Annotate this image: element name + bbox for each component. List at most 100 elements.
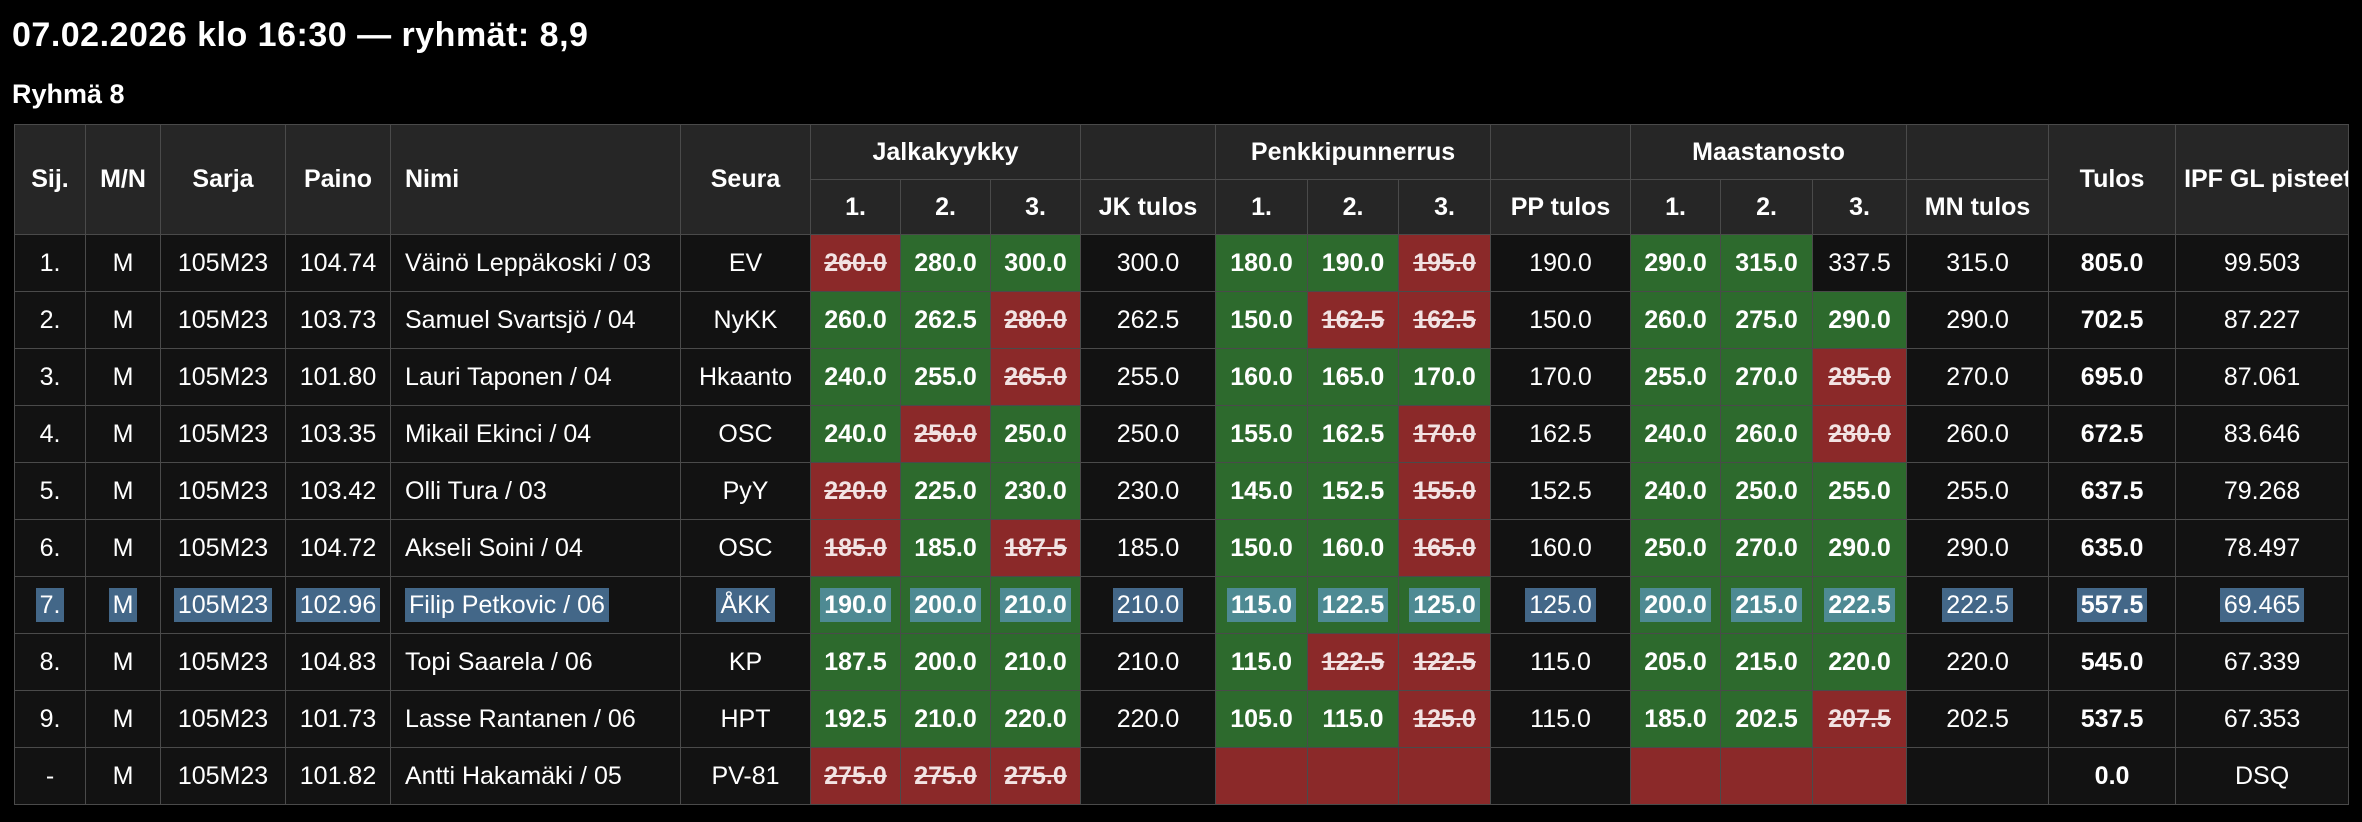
cell-club: Hkaanto bbox=[680, 348, 811, 406]
cell-total: 672.5 bbox=[2048, 405, 2177, 463]
cell-rank: 8. bbox=[14, 633, 86, 691]
deadlift-attempt-2 bbox=[1720, 747, 1814, 805]
header-spacer bbox=[1490, 124, 1632, 180]
deadlift-attempt-3: 220.0 bbox=[1812, 633, 1908, 691]
squat-attempt-3: 275.0 bbox=[990, 747, 1081, 805]
deadlift-attempt-2: 275.0 bbox=[1720, 291, 1814, 349]
table-row: 5. M 105M23 103.42 Olli Tura / 03 PyY 220.0 225… bbox=[14, 462, 2350, 520]
results-table: Sij. M/N Sarja Paino Nimi Seura Jalkakyy… bbox=[14, 124, 2350, 805]
cell-points: 83.646 bbox=[2175, 405, 2350, 463]
cell-bodyweight: 101.73 bbox=[285, 690, 391, 748]
col-header-bodyweight: Paino bbox=[285, 124, 391, 235]
col-header-deadlift-2: 2. bbox=[1720, 179, 1814, 235]
deadlift-attempt-2: 215.0 bbox=[1720, 633, 1814, 691]
cell-rank: 4. bbox=[14, 405, 86, 463]
squat-attempt-1: 185.0 bbox=[810, 519, 901, 577]
squat-attempt-2: 275.0 bbox=[900, 747, 991, 805]
bench-attempt-1: 180.0 bbox=[1215, 234, 1308, 292]
squat-attempt-3: 210.0 bbox=[990, 633, 1081, 691]
deadlift-attempt-1: 240.0 bbox=[1630, 405, 1722, 463]
squat-result: 255.0 bbox=[1080, 348, 1216, 406]
deadlift-attempt-2: 270.0 bbox=[1720, 348, 1814, 406]
bench-attempt-2: 122.5 bbox=[1307, 576, 1399, 634]
bench-result: 160.0 bbox=[1490, 519, 1632, 577]
squat-result: 210.0 bbox=[1080, 633, 1216, 691]
cell-total: 0.0 bbox=[2048, 747, 2177, 805]
cell-class: 105M23 bbox=[160, 348, 286, 406]
deadlift-attempt-1: 255.0 bbox=[1630, 348, 1722, 406]
cell-bodyweight: 104.74 bbox=[285, 234, 391, 292]
group-heading: Ryhmä 8 bbox=[12, 79, 125, 109]
deadlift-result: 255.0 bbox=[1906, 462, 2050, 520]
cell-club: PV-81 bbox=[680, 747, 811, 805]
deadlift-result: 260.0 bbox=[1906, 405, 2050, 463]
cell-points: 78.497 bbox=[2175, 519, 2350, 577]
cell-class: 105M23 bbox=[160, 576, 286, 634]
squat-attempt-2: 200.0 bbox=[900, 576, 991, 634]
squat-attempt-2: 185.0 bbox=[900, 519, 991, 577]
cell-rank: - bbox=[14, 747, 86, 805]
bench-attempt-2: 190.0 bbox=[1307, 234, 1399, 292]
deadlift-attempt-1: 250.0 bbox=[1630, 519, 1722, 577]
squat-attempt-3: 210.0 bbox=[990, 576, 1081, 634]
cell-name: Topi Saarela / 06 bbox=[390, 633, 681, 691]
col-header-squat-result: JK tulos bbox=[1080, 179, 1216, 235]
cell-total: 635.0 bbox=[2048, 519, 2177, 577]
cell-points: 69.465 bbox=[2175, 576, 2350, 634]
cell-bodyweight: 103.73 bbox=[285, 291, 391, 349]
col-header-squat-3: 3. bbox=[990, 179, 1081, 235]
table-row: 9. M 105M23 101.73 Lasse Rantanen / 06 HPT 192… bbox=[14, 690, 2350, 748]
squat-attempt-2: 250.0 bbox=[900, 405, 991, 463]
cell-name: Väinö Leppäkoski / 03 bbox=[390, 234, 681, 292]
squat-attempt-2: 210.0 bbox=[900, 690, 991, 748]
squat-result: 220.0 bbox=[1080, 690, 1216, 748]
cell-gender: M bbox=[85, 633, 161, 691]
cell-club: HPT bbox=[680, 690, 811, 748]
squat-attempt-1: 187.5 bbox=[810, 633, 901, 691]
cell-name: Mikail Ekinci / 04 bbox=[390, 405, 681, 463]
squat-result: 210.0 bbox=[1080, 576, 1216, 634]
bench-result: 190.0 bbox=[1490, 234, 1632, 292]
col-header-squat-2: 2. bbox=[900, 179, 991, 235]
bench-attempt-3: 170.0 bbox=[1397, 348, 1492, 406]
cell-total: 637.5 bbox=[2048, 462, 2177, 520]
cell-gender: M bbox=[85, 234, 161, 292]
deadlift-attempt-2: 215.0 bbox=[1720, 576, 1814, 634]
deadlift-result: 290.0 bbox=[1906, 291, 2050, 349]
cell-points: 87.227 bbox=[2175, 291, 2350, 349]
squat-attempt-2: 200.0 bbox=[900, 633, 991, 691]
bench-attempt-1: 150.0 bbox=[1215, 519, 1308, 577]
squat-attempt-3: 250.0 bbox=[990, 405, 1081, 463]
deadlift-attempt-3: 255.0 bbox=[1812, 462, 1908, 520]
bench-attempt-2: 160.0 bbox=[1307, 519, 1399, 577]
cell-total: 805.0 bbox=[2048, 234, 2177, 292]
cell-rank: 9. bbox=[14, 690, 86, 748]
col-header-total: Tulos bbox=[2048, 124, 2177, 235]
col-header-club: Seura bbox=[680, 124, 811, 235]
cell-rank: 5. bbox=[14, 462, 86, 520]
squat-attempt-1: 190.0 bbox=[810, 576, 901, 634]
header-spacer bbox=[1906, 124, 2050, 180]
col-header-name: Nimi bbox=[390, 124, 681, 235]
bench-result: 170.0 bbox=[1490, 348, 1632, 406]
col-header-squat-1: 1. bbox=[810, 179, 901, 235]
col-header-bench-result: PP tulos bbox=[1490, 179, 1632, 235]
deadlift-attempt-1: 260.0 bbox=[1630, 291, 1722, 349]
col-header-points: IPF GL pisteet bbox=[2175, 124, 2350, 235]
bench-attempt-3: 165.0 bbox=[1397, 519, 1492, 577]
col-header-bench-1: 1. bbox=[1215, 179, 1308, 235]
squat-attempt-3: 280.0 bbox=[990, 291, 1081, 349]
cell-name: Filip Petkovic / 06 bbox=[390, 576, 681, 634]
table-row: 7. M 105M23 102.96 Filip Petkovic / 06 ÅKK 190… bbox=[14, 576, 2350, 634]
deadlift-attempt-3: 222.5 bbox=[1812, 576, 1908, 634]
cell-points: 87.061 bbox=[2175, 348, 2350, 406]
bench-attempt-1: 115.0 bbox=[1215, 576, 1308, 634]
deadlift-attempt-1: 185.0 bbox=[1630, 690, 1722, 748]
cell-points: 67.339 bbox=[2175, 633, 2350, 691]
col-header-gender: M/N bbox=[85, 124, 161, 235]
bench-attempt-1: 145.0 bbox=[1215, 462, 1308, 520]
deadlift-attempt-1: 240.0 bbox=[1630, 462, 1722, 520]
col-header-bench-2: 2. bbox=[1307, 179, 1399, 235]
squat-attempt-1: 192.5 bbox=[810, 690, 901, 748]
deadlift-attempt-2: 260.0 bbox=[1720, 405, 1814, 463]
